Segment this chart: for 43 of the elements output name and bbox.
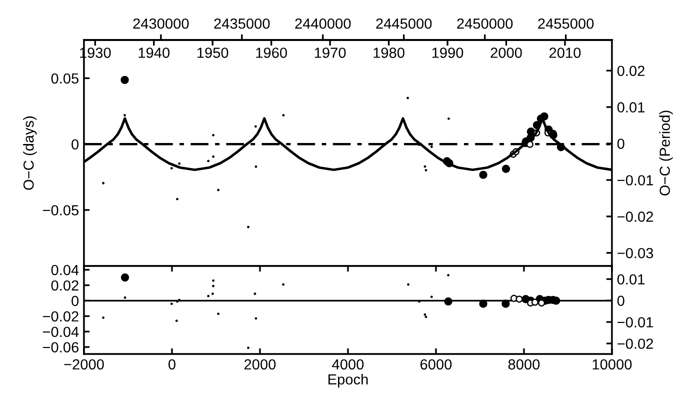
y2-axis-title: O−C (Period): [659, 110, 673, 196]
x-tick-label: −2000: [64, 359, 104, 370]
x2-tick-label: 2010: [549, 48, 581, 58]
x-tick-label: 4000: [332, 359, 364, 370]
y2-tick-label: 0.01: [617, 274, 644, 285]
x-tick-label: 10000: [592, 359, 632, 370]
x-tick-label: 6000: [420, 359, 452, 370]
y-tick-label: 0.02: [51, 280, 78, 291]
x-tick-label: 2000: [244, 359, 276, 370]
x-tick-label: 2440000: [295, 18, 351, 29]
y-tick-label: −0.02: [42, 311, 78, 322]
y-tick-label: −0.06: [42, 342, 78, 352]
y2-tick-label: 0: [617, 138, 624, 149]
x2-tick-label: 1950: [197, 48, 228, 58]
y2-tick-label: −0.03: [618, 248, 654, 258]
y2-tick-label: −0.02: [618, 212, 653, 222]
y2-tick-label: −0.02: [618, 338, 653, 349]
y-tick-label: −0.05: [42, 205, 78, 216]
x-tick-label: 2455000: [538, 18, 594, 29]
x2-tick-label: 1940: [138, 48, 170, 58]
x2-tick-label: 1980: [374, 48, 404, 58]
x2-tick-label: 1960: [256, 48, 287, 58]
y2-tick-label: 0.01: [617, 102, 644, 112]
x2-tick-label: 2000: [490, 48, 522, 58]
y-tick-label: 0.05: [51, 73, 78, 84]
y2-tick-label: 0: [617, 296, 624, 306]
y-axis-title: O−C (days): [23, 116, 37, 190]
y2-tick-label: −0.01: [618, 175, 653, 186]
x-axis-title: Epoch: [328, 374, 368, 388]
x-tick-label: 2435000: [214, 18, 270, 29]
x2-tick-label: 1990: [432, 48, 464, 58]
x-tick-label: 8000: [508, 359, 540, 370]
y-tick-label: 0: [72, 296, 79, 306]
x-tick-label: 0: [168, 359, 176, 370]
x-tick-label: 2445000: [376, 18, 432, 29]
y2-tick-label: 0.02: [617, 66, 644, 76]
y-tick-label: 0.04: [51, 264, 79, 276]
x-tick-label: 2430000: [133, 18, 189, 29]
x2-tick-label: 1970: [314, 48, 346, 58]
y-tick-label: 0: [72, 139, 79, 150]
y2-tick-label: −0.01: [618, 317, 653, 328]
x-tick-label: 2450000: [457, 18, 513, 29]
y-tick-label: −0.04: [42, 326, 79, 338]
